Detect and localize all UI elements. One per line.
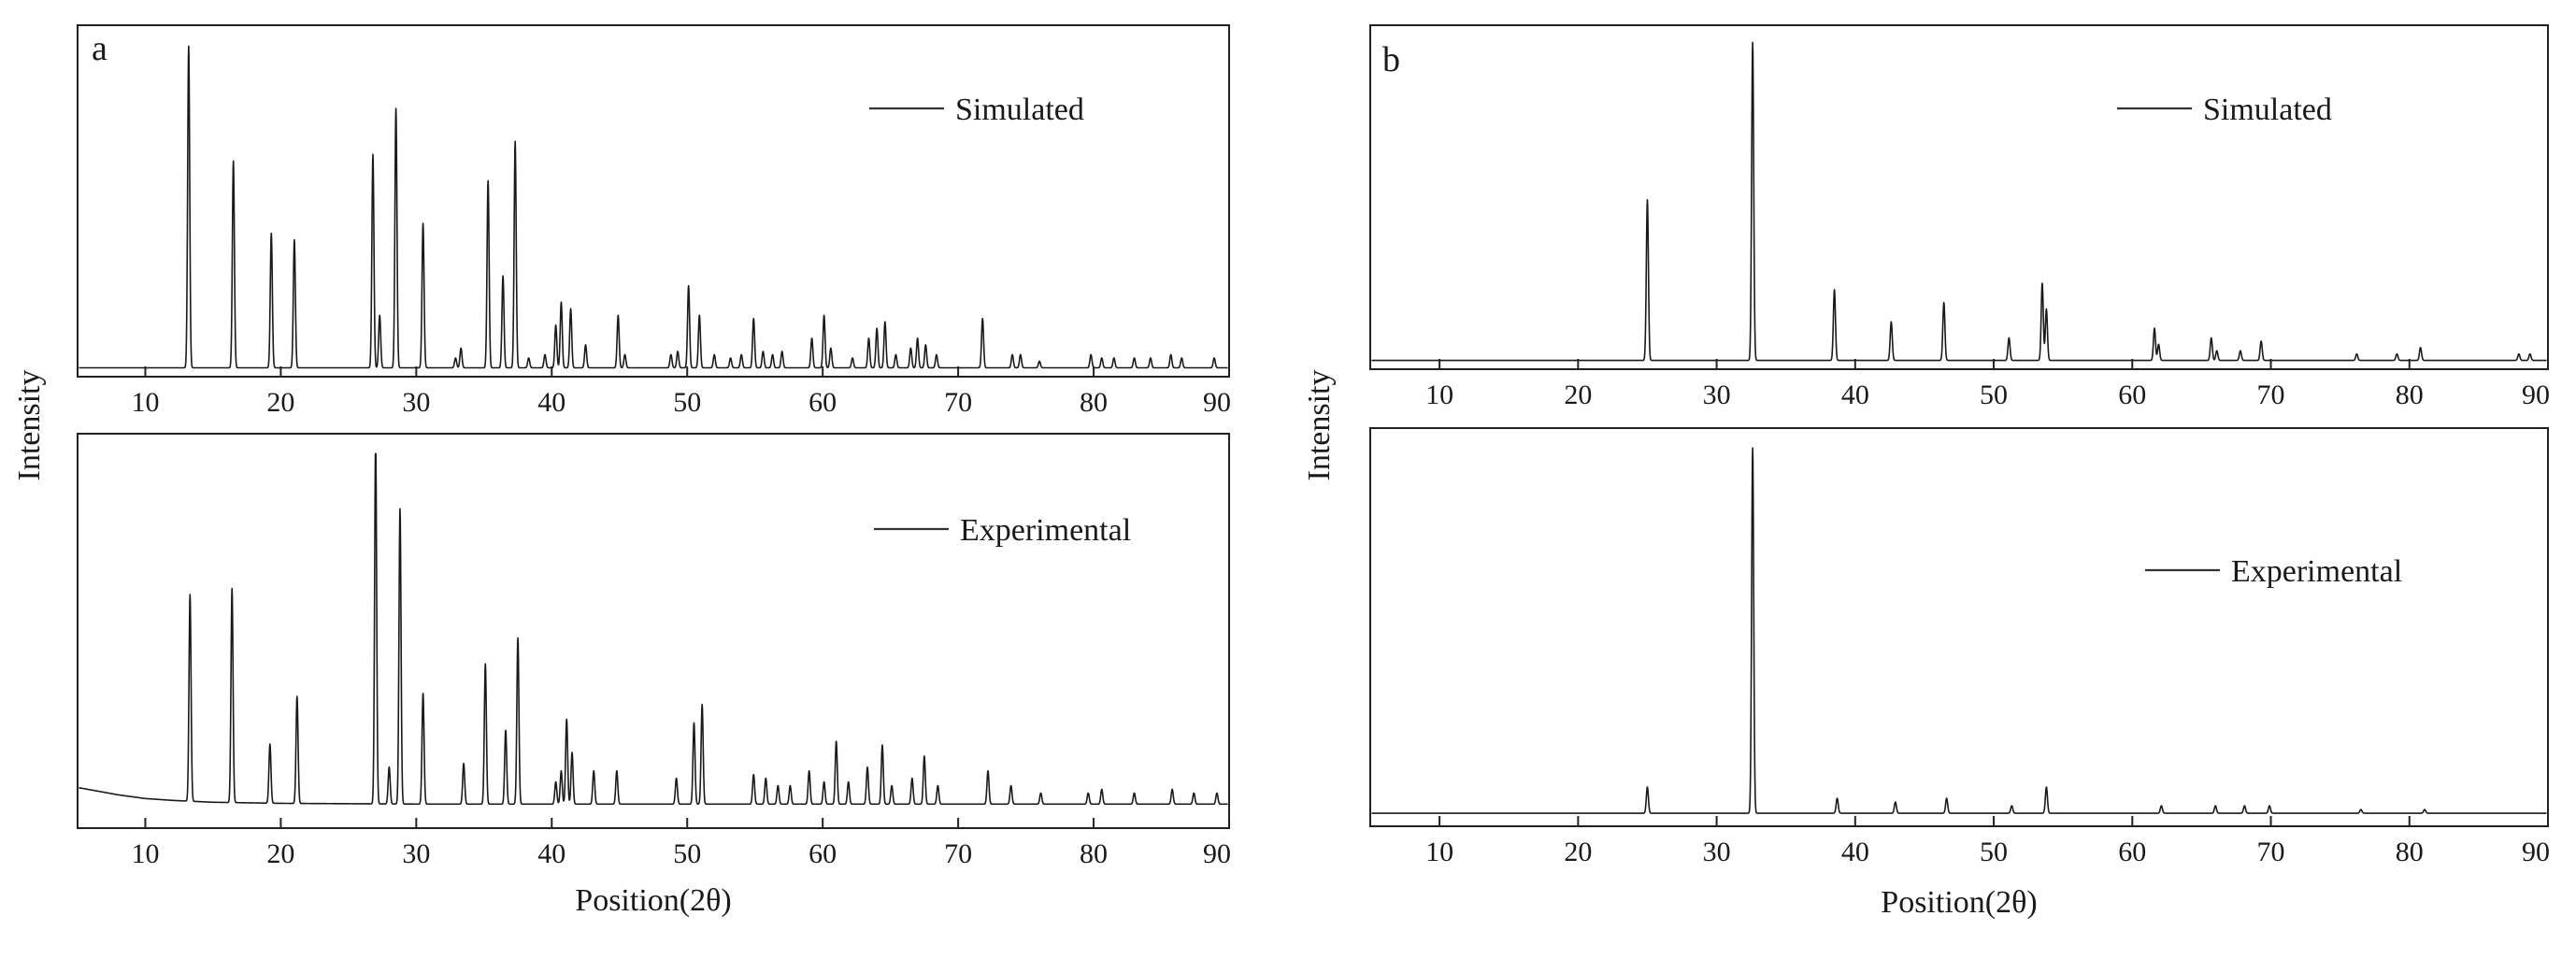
- panel-b-bottom-x-tick-label: 70: [2257, 837, 2285, 867]
- panel-a-bottom-x-tick-label: 70: [944, 838, 972, 869]
- panel-b-top-x-tick-label: 30: [1703, 379, 1731, 410]
- panel-b-bottom-x-tick-label: 90: [2522, 837, 2550, 867]
- panel-b-bottom-frame: [1370, 428, 2548, 826]
- panel-a-bottom-x-tick-label: 20: [266, 838, 294, 869]
- panel-a-top-x-tick-label: 20: [266, 387, 294, 418]
- panel-a-bottom-x-axis: 10 20 30 40 50 60 70 80 90: [131, 818, 1231, 869]
- panel-a-bottom-x-tick-label: 30: [402, 838, 430, 869]
- panel-a-experimental-trace: [79, 453, 1227, 804]
- panel-a-top-x-tick-label: 10: [131, 387, 159, 418]
- panel-b-bottom-x-tick-label: 40: [1841, 837, 1869, 867]
- panel-a-top-x-tick-label: 40: [537, 387, 565, 418]
- panel-a-bottom-frame: [78, 434, 1229, 828]
- panel-a-simulated-legend-label: Simulated: [955, 93, 1084, 127]
- panel-b: b Simulated Experimental 10 20 30 40 50 60 70 8…: [1302, 25, 2550, 920]
- panel-a-top-frame: [78, 25, 1229, 377]
- panel-b-bottom-x-tick-label: 50: [1980, 837, 2008, 867]
- panel-a-experimental-legend-label: Experimental: [960, 513, 1131, 548]
- panel-b-bottom-x-tick-label: 10: [1425, 837, 1453, 867]
- panel-b-top-x-axis: 10 20 30 40 50 60 70 80 90: [1425, 359, 2550, 410]
- panel-b-top-x-tick-label: 50: [1980, 379, 2008, 410]
- panel-b-top-x-tick-label: 90: [2522, 379, 2550, 410]
- panel-b-top-x-tick-label: 60: [2118, 379, 2146, 410]
- panel-a-top-x-tick-label: 70: [944, 387, 972, 418]
- panel-a-bottom-x-tick-label: 60: [809, 838, 837, 869]
- panel-b-bottom-x-tick-label: 20: [1564, 837, 1592, 867]
- panel-b-bottom-x-axis: 10 20 30 40 50 60 70 80 90: [1425, 816, 2550, 867]
- panel-b-top-x-tick-label: 10: [1425, 379, 1453, 410]
- panel-a-top-x-tick-label: 60: [809, 387, 837, 418]
- panel-b-top-x-tick-label: 20: [1564, 379, 1592, 410]
- panel-a-top-x-tick-label: 80: [1080, 387, 1108, 418]
- panel-a-bottom-x-tick-label: 10: [131, 838, 159, 869]
- panel-a-top-x-tick-label: 90: [1203, 387, 1231, 418]
- panel-b-y-axis-label: Intensity: [1302, 370, 1337, 481]
- panel-a-bottom-x-tick-label: 50: [673, 838, 701, 869]
- panel-b-experimental-legend-label: Experimental: [2231, 554, 2402, 589]
- panel-a-bottom-x-tick-label: 80: [1080, 838, 1108, 869]
- panel-b-bottom-x-tick-label: 60: [2118, 837, 2146, 867]
- panel-b-simulated-trace: [1371, 42, 2546, 360]
- panel-a-y-axis-label: Intensity: [12, 370, 47, 481]
- panel-b-simulated-legend-label: Simulated: [2203, 93, 2332, 127]
- panel-b-bottom-x-tick-label: 80: [2396, 837, 2424, 867]
- xrd-figure: a Simulated Experimental 10 20 30 40 50 60 70 8…: [0, 0, 2576, 959]
- panel-b-top-frame: [1370, 25, 2548, 369]
- panel-b-letter: b: [1382, 40, 1400, 79]
- panel-a-x-axis-label: Position(2θ): [575, 883, 731, 918]
- panel-b-top-x-tick-label: 80: [2396, 379, 2424, 410]
- panel-b-bottom-x-tick-label: 30: [1703, 837, 1731, 867]
- panel-b-experimental-trace: [1371, 448, 2546, 813]
- panel-a-letter: a: [92, 29, 107, 68]
- panel-a-top-x-tick-label: 30: [402, 387, 430, 418]
- panel-a-bottom-x-tick-label: 40: [537, 838, 565, 869]
- panel-a-bottom-x-tick-label: 90: [1203, 838, 1231, 869]
- panel-a-top-x-tick-label: 50: [673, 387, 701, 418]
- panel-b-top-x-tick-label: 40: [1841, 379, 1869, 410]
- panel-a-top-x-axis: 10 20 30 40 50 60 70 80 90: [131, 366, 1231, 418]
- panel-a: a Simulated Experimental 10 20 30 40 50 60 70 8…: [12, 25, 1231, 918]
- panel-b-x-axis-label: Position(2θ): [1881, 885, 2037, 920]
- panel-b-top-x-tick-label: 70: [2257, 379, 2285, 410]
